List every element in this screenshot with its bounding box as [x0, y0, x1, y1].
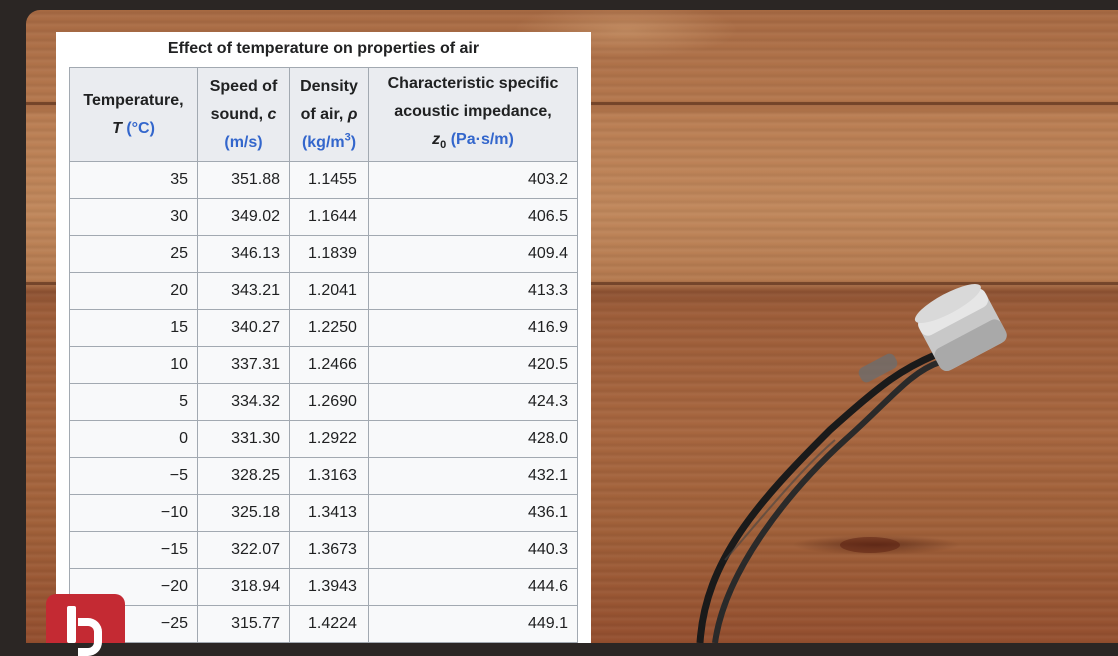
cell-impedance: 409.4	[368, 235, 578, 273]
density-unit-close: )	[350, 133, 357, 151]
table-header-row: Temperature, T (°C) Speed of sound, c (m…	[69, 67, 578, 162]
cell-speed-of-sound: 331.30	[197, 420, 290, 458]
cell-temperature: 10	[69, 346, 198, 384]
cell-impedance: 428.0	[368, 420, 578, 458]
cell-speed-of-sound: 328.25	[197, 457, 290, 495]
table-caption: Effect of temperature on properties of a…	[167, 40, 480, 57]
cell-impedance: 444.6	[368, 568, 578, 606]
header-temperature-label: Temperature,	[83, 91, 184, 109]
logo-stem	[67, 606, 76, 643]
header-density: Density of air, ρ (kg/m3)	[289, 67, 369, 162]
table-row: 35 351.88 1.1455 403.2	[69, 161, 578, 199]
cell-temperature: 20	[69, 272, 198, 310]
table-row: −5 328.25 1.3163 432.1	[69, 457, 578, 495]
header-temperature-var: T	[112, 119, 122, 137]
cell-density: 1.3413	[289, 494, 369, 532]
header-impedance-var: z0	[432, 130, 447, 152]
table-row: 20 343.21 1.2041 413.3	[69, 272, 578, 310]
header-density-label: Density	[300, 77, 358, 95]
table-body: 35 351.88 1.1455 403.2 30 349.02 1.1644 406.5 25…	[69, 161, 578, 643]
table-row: 0 331.30 1.2922 428.0	[69, 420, 578, 458]
table-row: −15 322.07 1.3673 440.3	[69, 531, 578, 569]
table-row: 10 337.31 1.2466 420.5	[69, 346, 578, 384]
cell-temperature: −10	[69, 494, 198, 532]
cell-temperature: 5	[69, 383, 198, 421]
table-row: −25 315.77 1.4224 449.1	[69, 605, 578, 643]
cell-density: 1.2466	[289, 346, 369, 384]
cell-impedance: 413.3	[368, 272, 578, 310]
header-density-unit-link[interactable]: (kg/m3)	[301, 131, 357, 151]
cell-speed-of-sound: 325.18	[197, 494, 290, 532]
cell-impedance: 403.2	[368, 161, 578, 199]
microphone-image	[696, 284, 1007, 643]
channel-logo-icon	[46, 594, 125, 656]
header-speed-unit-link[interactable]: (m/s)	[224, 133, 263, 151]
header-density-var: ρ	[347, 105, 358, 123]
header-impedance-label-2: acoustic impedance,	[394, 102, 552, 120]
table-row: 5 334.32 1.2690 424.3	[69, 383, 578, 421]
air-properties-table: Temperature, T (°C) Speed of sound, c (m…	[69, 67, 578, 643]
cell-density: 1.2041	[289, 272, 369, 310]
cell-density: 1.4224	[289, 605, 369, 643]
density-unit-exponent: 3	[344, 131, 351, 144]
cell-speed-of-sound: 349.02	[197, 198, 290, 236]
cell-impedance: 440.3	[368, 531, 578, 569]
cell-density: 1.3673	[289, 531, 369, 569]
cell-impedance: 449.1	[368, 605, 578, 643]
cell-speed-of-sound: 318.94	[197, 568, 290, 606]
cell-speed-of-sound: 322.07	[197, 531, 290, 569]
cell-temperature: 30	[69, 198, 198, 236]
cell-temperature: 0	[69, 420, 198, 458]
header-impedance: Characteristic specific acoustic impedan…	[368, 67, 578, 162]
cell-density: 1.2922	[289, 420, 369, 458]
cell-impedance: 406.5	[368, 198, 578, 236]
table-row: −20 318.94 1.3943 444.6	[69, 568, 578, 606]
header-temperature-unit-link[interactable]: (°C)	[126, 119, 155, 137]
table-row: 15 340.27 1.2250 416.9	[69, 309, 578, 347]
air-properties-table-card: Effect of temperature on properties of a…	[56, 32, 591, 643]
table-row: −10 325.18 1.3413 436.1	[69, 494, 578, 532]
logo-bowl	[78, 618, 102, 656]
cell-impedance: 420.5	[368, 346, 578, 384]
cell-density: 1.2690	[289, 383, 369, 421]
header-speed-of-sound: Speed of sound, c (m/s)	[197, 67, 290, 162]
cell-density: 1.3163	[289, 457, 369, 495]
cell-impedance: 436.1	[368, 494, 578, 532]
cell-density: 1.1644	[289, 198, 369, 236]
cell-impedance: 416.9	[368, 309, 578, 347]
cell-impedance: 424.3	[368, 383, 578, 421]
cell-speed-of-sound: 343.21	[197, 272, 290, 310]
cell-temperature: −5	[69, 457, 198, 495]
table-row: 30 349.02 1.1644 406.5	[69, 198, 578, 236]
cell-speed-of-sound: 315.77	[197, 605, 290, 643]
cell-temperature: 35	[69, 161, 198, 199]
cell-density: 1.3943	[289, 568, 369, 606]
cell-speed-of-sound: 334.32	[197, 383, 290, 421]
cell-density: 1.1839	[289, 235, 369, 273]
impedance-var-letter: z	[432, 130, 441, 148]
header-impedance-unit-link[interactable]: (Pa·s/m)	[450, 130, 514, 148]
header-speed-label-2: sound,	[210, 105, 264, 123]
cell-speed-of-sound: 346.13	[197, 235, 290, 273]
header-speed-label: Speed of	[209, 77, 278, 95]
header-impedance-label: Characteristic specific	[387, 74, 559, 92]
density-unit-base: (kg/m	[301, 133, 345, 151]
cell-speed-of-sound: 337.31	[197, 346, 290, 384]
cell-temperature: −15	[69, 531, 198, 569]
cell-density: 1.2250	[289, 309, 369, 347]
cell-density: 1.1455	[289, 161, 369, 199]
cell-speed-of-sound: 351.88	[197, 161, 290, 199]
cell-speed-of-sound: 340.27	[197, 309, 290, 347]
cell-temperature: 25	[69, 235, 198, 273]
header-density-label-2: of air,	[300, 105, 344, 123]
header-speed-var: c	[267, 105, 277, 123]
cell-impedance: 432.1	[368, 457, 578, 495]
header-temperature: Temperature, T (°C)	[69, 67, 198, 162]
table-row: 25 346.13 1.1839 409.4	[69, 235, 578, 273]
cell-temperature: 15	[69, 309, 198, 347]
impedance-var-subscript: 0	[440, 139, 447, 152]
